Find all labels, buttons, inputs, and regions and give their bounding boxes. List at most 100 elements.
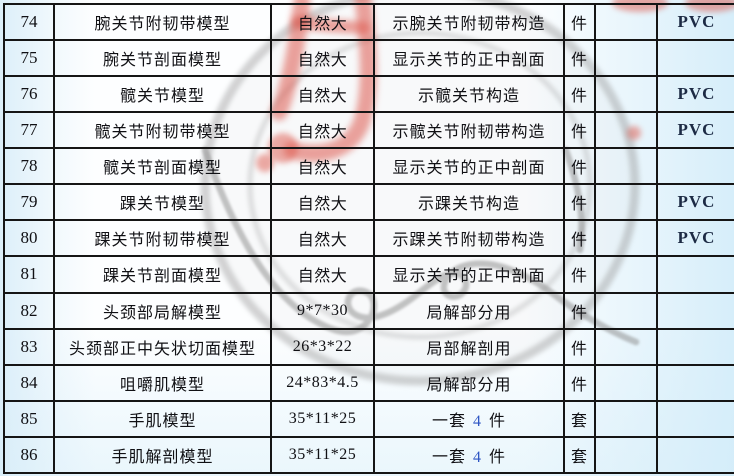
size-cell: 26*3*22 (270, 327, 375, 366)
extra-cell (594, 219, 658, 258)
description-cell: 示踝关节附韧带构造 (373, 219, 565, 258)
table-row: 80 踝关节附韧带模型 自然大 示踝关节附韧带构造件 PVC (3, 219, 734, 258)
unit-cell: 件 (563, 183, 596, 222)
size-cell: 35*11*25 (270, 399, 375, 438)
model-name-cell: 手肌解剖模型 (53, 435, 272, 475)
material-cell: PVC (656, 111, 734, 150)
model-name-cell: 头颈部局解模型 (53, 291, 272, 330)
table-row: 76 髋关节模型 自然大 示髋关节构造件 PVC (3, 75, 734, 114)
extra-cell (594, 75, 658, 114)
material-cell (656, 435, 734, 475)
material-cell: PVC (656, 2, 734, 42)
unit-cell: 件 (563, 327, 596, 366)
size-cell: 24*83*4.5 (270, 363, 375, 402)
table-row: 86 手肌解剖模型 35*11*25 一套 4 件套 (3, 435, 734, 475)
table-row: 82 头颈部局解模型 9*7*30 局解部分用件 (3, 291, 734, 330)
row-number-cell: 83 (3, 327, 55, 366)
unit-cell: 件 (563, 39, 596, 78)
extra-cell (594, 111, 658, 150)
row-number-cell: 84 (3, 363, 55, 402)
size-cell: 自然大 (270, 255, 375, 294)
description-cell: 显示关节的正中剖面 (373, 255, 565, 294)
row-number-cell: 85 (3, 399, 55, 438)
unit-cell: 件 (563, 111, 596, 150)
unit-cell: 件 (563, 2, 596, 42)
unit-cell: 件 (563, 291, 596, 330)
unit-cell: 件 (563, 75, 596, 114)
description-cell: 示髋关节构造 (373, 75, 565, 114)
table-row: 75 腕关节剖面模型 自然大 显示关节的正中剖面件 (3, 39, 734, 78)
table-row: 83 头颈部正中矢状切面模型 26*3*22 局部解剖用件 (3, 327, 734, 366)
material-cell (656, 255, 734, 294)
description-cell: 局解部分用 (373, 363, 565, 402)
row-number-cell: 77 (3, 111, 55, 150)
description-cell: 示踝关节构造 (373, 183, 565, 222)
size-cell: 自然大 (270, 183, 375, 222)
material-cell (656, 147, 734, 186)
row-number-cell: 80 (3, 219, 55, 258)
size-cell: 自然大 (270, 39, 375, 78)
description-cell: 显示关节的正中剖面 (373, 147, 565, 186)
model-name-cell: 腕关节剖面模型 (53, 39, 272, 78)
table-row: 79 踝关节模型 自然大 示踝关节构造件 PVC (3, 183, 734, 222)
material-cell (656, 399, 734, 438)
row-number-cell: 86 (3, 435, 55, 475)
row-number-cell: 75 (3, 39, 55, 78)
table-row: 84 咀嚼肌模型 24*83*4.5 局解部分用件 (3, 363, 734, 402)
extra-cell (594, 399, 658, 438)
table-row: 78 髋关节剖面模型 自然大 显示关节的正中剖面件 (3, 147, 734, 186)
extra-cell (594, 255, 658, 294)
material-cell (656, 363, 734, 402)
table-row: 77 髋关节附韧带模型 自然大 示髋关节附韧带构造件 PVC (3, 111, 734, 150)
size-cell: 自然大 (270, 111, 375, 150)
table-row: 74 腕关节附韧带模型 自然大 示腕关节附韧带构造件 PVC (3, 2, 734, 42)
description-cell: 一套 4 件 (373, 399, 565, 438)
quantity-accent-number: 4 (473, 448, 482, 466)
unit-cell: 件 (563, 147, 596, 186)
quantity-text: 一套 (431, 448, 471, 466)
quantity-text: 件 (484, 412, 507, 430)
unit-cell: 件 (563, 219, 596, 258)
material-cell (656, 291, 734, 330)
model-name-cell: 手肌模型 (53, 399, 272, 438)
size-cell: 自然大 (270, 147, 375, 186)
extra-cell (594, 2, 658, 42)
model-name-cell: 髋关节模型 (53, 75, 272, 114)
size-cell: 自然大 (270, 219, 375, 258)
model-name-cell: 咀嚼肌模型 (53, 363, 272, 402)
extra-cell (594, 363, 658, 402)
models-table-body: 74 腕关节附韧带模型 自然大 示腕关节附韧带构造件 PVC 75 腕关节剖面模型 自然大 显示… (3, 2, 734, 475)
extra-cell (594, 291, 658, 330)
material-cell (656, 39, 734, 78)
extra-cell (594, 39, 658, 78)
size-cell: 自然大 (270, 2, 375, 42)
unit-cell: 套 (563, 399, 596, 438)
model-name-cell: 踝关节剖面模型 (53, 255, 272, 294)
quantity-accent-number: 4 (473, 412, 482, 430)
material-cell: PVC (656, 183, 734, 222)
material-cell (656, 327, 734, 366)
row-number-cell: 74 (3, 2, 55, 42)
model-name-cell: 髋关节剖面模型 (53, 147, 272, 186)
description-cell: 示腕关节附韧带构造 (373, 2, 565, 42)
row-number-cell: 79 (3, 183, 55, 222)
material-cell: PVC (656, 75, 734, 114)
model-name-cell: 腕关节附韧带模型 (53, 2, 272, 42)
model-name-cell: 头颈部正中矢状切面模型 (53, 327, 272, 366)
description-cell: 局解部分用 (373, 291, 565, 330)
unit-cell: 套 (563, 435, 596, 475)
row-number-cell: 82 (3, 291, 55, 330)
description-cell: 示髋关节附韧带构造 (373, 111, 565, 150)
size-cell: 35*11*25 (270, 435, 375, 475)
model-name-cell: 踝关节模型 (53, 183, 272, 222)
row-number-cell: 81 (3, 255, 55, 294)
model-name-cell: 踝关节附韧带模型 (53, 219, 272, 258)
quantity-text: 一套 (431, 412, 471, 430)
size-cell: 9*7*30 (270, 291, 375, 330)
table-row: 81 踝关节剖面模型 自然大 显示关节的正中剖面件 (3, 255, 734, 294)
description-cell: 显示关节的正中剖面 (373, 39, 565, 78)
model-name-cell: 髋关节附韧带模型 (53, 111, 272, 150)
row-number-cell: 78 (3, 147, 55, 186)
unit-cell: 件 (563, 363, 596, 402)
